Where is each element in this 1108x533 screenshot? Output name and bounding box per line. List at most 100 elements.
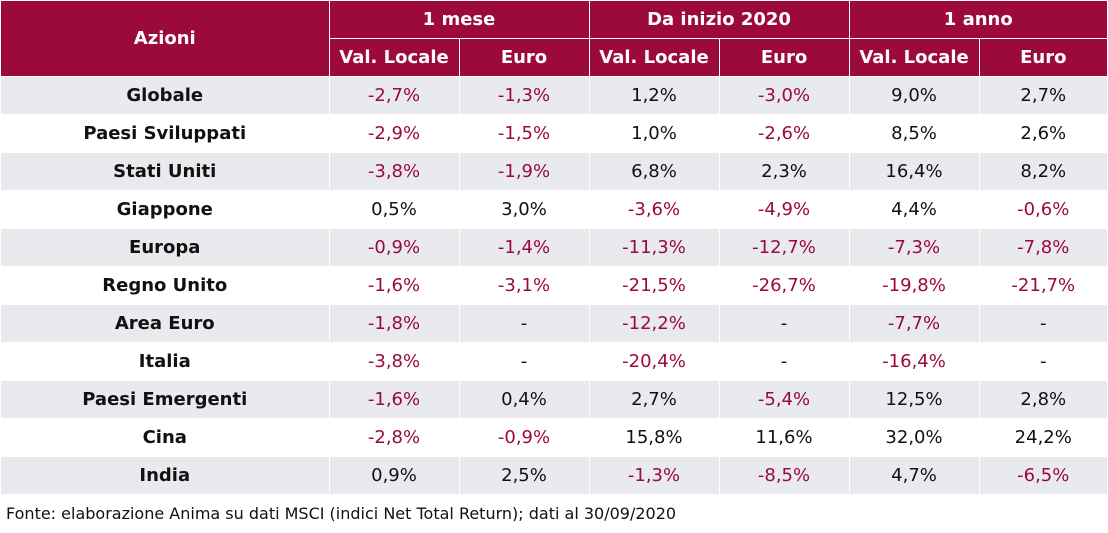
value-cell: -8,5% (719, 456, 850, 495)
value-cell: -0,9% (329, 228, 460, 267)
value-cell: -1,8% (329, 304, 460, 343)
row-label: Stati Uniti (1, 152, 330, 191)
value-cell: -12,2% (589, 304, 720, 343)
source-note: Fonte: elaborazione Anima su dati MSCI (… (6, 504, 677, 523)
value-cell: 11,6% (719, 418, 850, 457)
value-cell: 8,2% (979, 152, 1108, 191)
value-cell: -0,9% (459, 418, 590, 457)
value-cell: - (979, 304, 1108, 343)
value-cell: 3,0% (459, 190, 590, 229)
performance-table: Azioni 1 mese Da inizio 2020 1 anno Val.… (1, 1, 1108, 495)
table-row: Giappone 0,5% 3,0% -3,6% -4,9% 4,4% -0,6% (1, 190, 1108, 229)
value-cell: - (459, 304, 590, 343)
value-cell: 1,0% (589, 114, 720, 153)
subheader-val-locale: Val. Locale (589, 38, 720, 77)
value-cell: 15,8% (589, 418, 720, 457)
value-cell: 16,4% (849, 152, 980, 191)
row-label: Globale (1, 76, 330, 115)
value-cell: -20,4% (589, 342, 720, 381)
value-cell: -3,8% (329, 342, 460, 381)
value-cell: -12,7% (719, 228, 850, 267)
value-cell: -26,7% (719, 266, 850, 305)
value-cell: -4,9% (719, 190, 850, 229)
value-cell: -7,7% (849, 304, 980, 343)
table-row: Paesi Emergenti -1,6% 0,4% 2,7% -5,4% 12,5% 2,… (1, 380, 1108, 419)
value-cell: -2,9% (329, 114, 460, 153)
table-row: India 0,9% 2,5% -1,3% -8,5% 4,7% -6,5% (1, 456, 1108, 495)
value-cell: - (979, 342, 1108, 381)
row-label: Giappone (1, 190, 330, 229)
value-cell: -21,7% (979, 266, 1108, 305)
header-period-ytd: Da inizio 2020 (589, 1, 850, 39)
value-cell: 0,5% (329, 190, 460, 229)
value-cell: -2,8% (329, 418, 460, 457)
value-cell: -1,4% (459, 228, 590, 267)
value-cell: 0,9% (329, 456, 460, 495)
value-cell: -19,8% (849, 266, 980, 305)
value-cell: -7,3% (849, 228, 980, 267)
table-row: Regno Unito -1,6% -3,1% -21,5% -26,7% -19,8% -… (1, 266, 1108, 305)
value-cell: -5,4% (719, 380, 850, 419)
table-row: Italia -3,8% - -20,4% - -16,4% - (1, 342, 1108, 381)
value-cell: 2,8% (979, 380, 1108, 419)
value-cell: 4,7% (849, 456, 980, 495)
value-cell: -2,6% (719, 114, 850, 153)
value-cell: -3,1% (459, 266, 590, 305)
value-cell: 0,4% (459, 380, 590, 419)
value-cell: 8,5% (849, 114, 980, 153)
value-cell: -3,0% (719, 76, 850, 115)
row-label: Italia (1, 342, 330, 381)
table-row: Stati Uniti -3,8% -1,9% 6,8% 2,3% 16,4% 8,2% (1, 152, 1108, 191)
subheader-euro: Euro (459, 38, 590, 77)
subheader-val-locale: Val. Locale (849, 38, 980, 77)
value-cell: -2,7% (329, 76, 460, 115)
row-label: India (1, 456, 330, 495)
value-cell: -16,4% (849, 342, 980, 381)
table-body: Globale -2,7% -1,3% 1,2% -3,0% 9,0% 2,7% Paesi … (1, 76, 1108, 495)
value-cell: 2,3% (719, 152, 850, 191)
value-cell: 6,8% (589, 152, 720, 191)
value-cell: -11,3% (589, 228, 720, 267)
value-cell: 4,4% (849, 190, 980, 229)
table-row: Europa -0,9% -1,4% -11,3% -12,7% -7,3% -7,8% (1, 228, 1108, 267)
value-cell: 32,0% (849, 418, 980, 457)
row-label: Paesi Sviluppati (1, 114, 330, 153)
value-cell: -1,6% (329, 266, 460, 305)
value-cell: - (459, 342, 590, 381)
header-period-1-mese: 1 mese (329, 1, 590, 39)
value-cell: - (719, 342, 850, 381)
row-label: Cina (1, 418, 330, 457)
value-cell: 2,5% (459, 456, 590, 495)
table-row: Cina -2,8% -0,9% 15,8% 11,6% 32,0% 24,2% (1, 418, 1108, 457)
header-azioni: Azioni (1, 1, 330, 77)
value-cell: - (719, 304, 850, 343)
value-cell: -1,3% (589, 456, 720, 495)
value-cell: 1,2% (589, 76, 720, 115)
value-cell: 2,7% (979, 76, 1108, 115)
row-label: Paesi Emergenti (1, 380, 330, 419)
value-cell: 2,7% (589, 380, 720, 419)
value-cell: -1,9% (459, 152, 590, 191)
row-label: Area Euro (1, 304, 330, 343)
subheader-euro: Euro (979, 38, 1108, 77)
table-row: Globale -2,7% -1,3% 1,2% -3,0% 9,0% 2,7% (1, 76, 1108, 115)
value-cell: -6,5% (979, 456, 1108, 495)
subheader-euro: Euro (719, 38, 850, 77)
value-cell: 2,6% (979, 114, 1108, 153)
value-cell: -1,6% (329, 380, 460, 419)
row-label: Regno Unito (1, 266, 330, 305)
header-row-currency: Val. Locale Euro Val. Locale Euro Val. L… (1, 38, 1108, 77)
table-header: Azioni 1 mese Da inizio 2020 1 anno Val.… (1, 1, 1108, 77)
value-cell: 9,0% (849, 76, 980, 115)
value-cell: -3,8% (329, 152, 460, 191)
value-cell: 12,5% (849, 380, 980, 419)
header-period-1-anno: 1 anno (849, 1, 1108, 39)
subheader-val-locale: Val. Locale (329, 38, 460, 77)
table-row: Paesi Sviluppati -2,9% -1,5% 1,0% -2,6% 8,5% 2… (1, 114, 1108, 153)
value-cell: -0,6% (979, 190, 1108, 229)
value-cell: -3,6% (589, 190, 720, 229)
value-cell: 24,2% (979, 418, 1108, 457)
value-cell: -7,8% (979, 228, 1108, 267)
header-row-periods: Azioni 1 mese Da inizio 2020 1 anno (1, 1, 1108, 77)
value-cell: -1,5% (459, 114, 590, 153)
